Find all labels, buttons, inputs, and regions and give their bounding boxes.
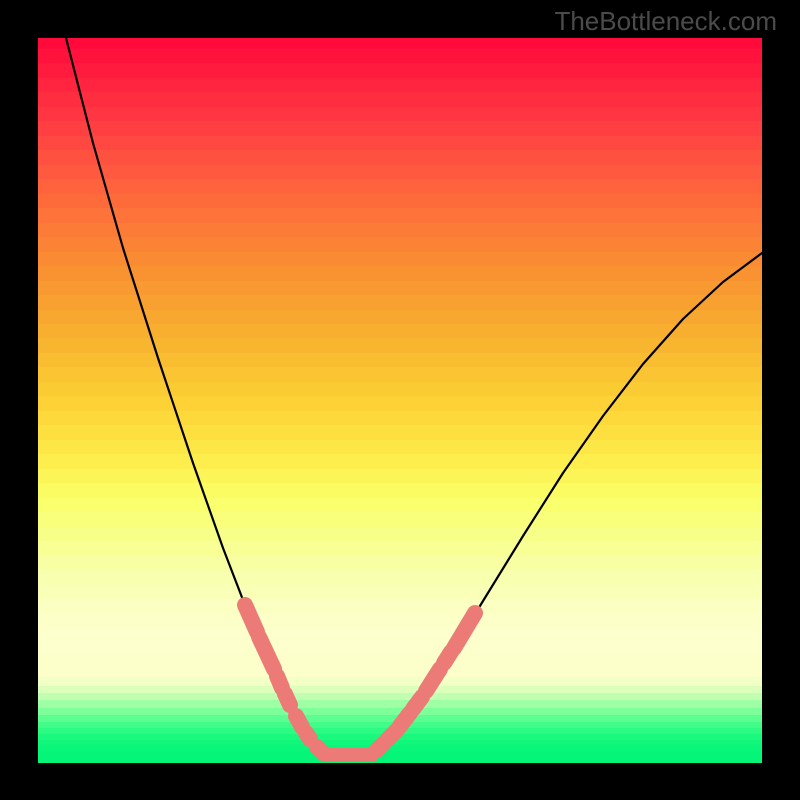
gradient-band (38, 382, 762, 397)
watermark-text: TheBottleneck.com (554, 6, 777, 37)
gradient-band (38, 237, 762, 252)
gradient-band (38, 49, 762, 64)
gradient-band (38, 266, 762, 281)
background-gradient (38, 38, 762, 762)
gradient-band (38, 411, 762, 426)
plot-area (38, 38, 762, 762)
gradient-band (38, 628, 762, 654)
gradient-band (38, 295, 762, 310)
gradient-band (38, 252, 762, 267)
gradient-band (38, 556, 762, 571)
gradient-band (38, 136, 762, 151)
gradient-band (38, 223, 762, 238)
gradient-band (38, 469, 762, 484)
gradient-band (38, 208, 762, 223)
gradient-band (38, 751, 762, 763)
gradient-band (38, 121, 762, 136)
gradient-band (38, 498, 762, 513)
gradient-band (38, 310, 762, 325)
gradient-band (38, 512, 762, 527)
gradient-band (38, 179, 762, 194)
gradient-band (38, 440, 762, 455)
gradient-band (38, 585, 762, 600)
gradient-band (38, 281, 762, 296)
gradient-band (38, 165, 762, 180)
gradient-band (38, 570, 762, 585)
gradient-band (38, 396, 762, 411)
gradient-band (38, 599, 762, 614)
gradient-band (38, 78, 762, 93)
gradient-band (38, 483, 762, 498)
gradient-band (38, 194, 762, 209)
gradient-band (38, 425, 762, 440)
gradient-band (38, 107, 762, 122)
gradient-band (38, 527, 762, 542)
gradient-band (38, 353, 762, 368)
gradient-band (38, 454, 762, 469)
gradient-band (38, 92, 762, 107)
gradient-band (38, 338, 762, 353)
gradient-band (38, 63, 762, 78)
gradient-band (38, 324, 762, 339)
gradient-band (38, 614, 762, 629)
chart-frame: TheBottleneck.com (0, 0, 800, 800)
gradient-band (38, 653, 762, 679)
gradient-band (38, 150, 762, 165)
gradient-band (38, 541, 762, 556)
gradient-band (38, 367, 762, 382)
